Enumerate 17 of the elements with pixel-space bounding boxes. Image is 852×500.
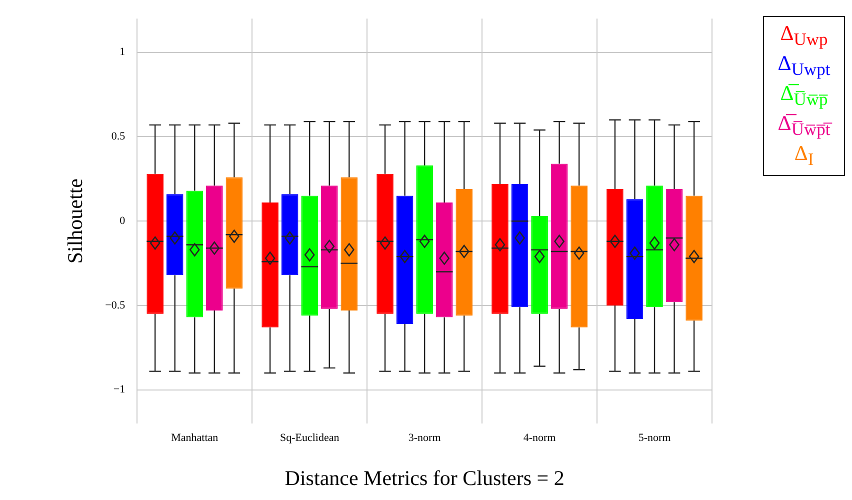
text: Δ̅$_{U̅w̅p̅}$	[780, 81, 828, 111]
y-tick-label: −0.5	[105, 299, 126, 312]
y-tick-label: 0.5	[111, 130, 126, 143]
y-axis-title: Silhouette	[63, 178, 88, 264]
x-tick-label: 3-norm	[408, 432, 442, 444]
text: Δ$_{I}$	[794, 141, 814, 171]
y-tick-label: 0	[120, 214, 126, 227]
x-tick-label: Manhattan	[171, 432, 219, 444]
x-tick-label: Sq-Euclidean	[280, 432, 340, 444]
x-axis-title: Distance Metrics for Clusters = 2	[284, 466, 564, 490]
x-tick-label: 5-norm	[638, 432, 672, 444]
y-tick-label: 1	[120, 46, 126, 58]
x-tick-label: 4-norm	[523, 432, 556, 444]
text: Δ$_{Uwpt}$	[778, 51, 830, 81]
y-tick-label: −1	[113, 384, 126, 396]
text: Δ̅$_{U̅w̅p̅t̅}$	[778, 111, 830, 141]
text: Δ$_{Uwp}$	[780, 21, 828, 51]
